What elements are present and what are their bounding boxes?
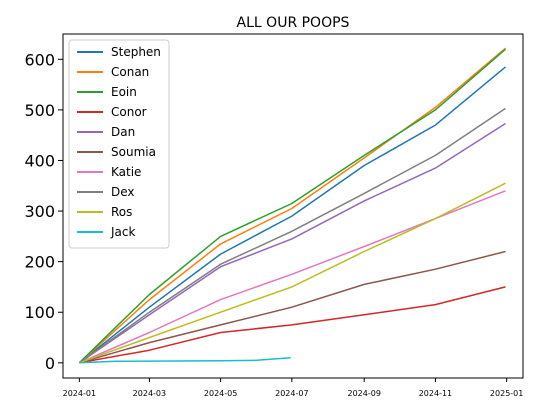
series-line-stephen <box>78 66 506 364</box>
series-line-dex <box>78 107 506 364</box>
series-line-jack <box>79 357 291 364</box>
legend-label: Jack <box>110 225 135 239</box>
x-tick-label: 2024-03 <box>133 389 166 398</box>
series-line-soumia <box>79 250 506 364</box>
series-line-eoin <box>78 48 506 364</box>
legend-label: Katie <box>111 165 141 179</box>
legend-label: Dex <box>111 185 135 199</box>
legend-label: Ros <box>111 205 132 219</box>
y-tick-label: 600 <box>24 50 55 69</box>
series-line-conor <box>79 286 506 364</box>
legend-label: Soumia <box>111 145 156 159</box>
y-tick-label: 0 <box>45 354 55 373</box>
x-tick-label: 2025-01 <box>490 389 523 398</box>
y-tick-label: 500 <box>24 101 55 120</box>
plot-lines <box>78 47 506 364</box>
series-line-ros <box>79 182 506 364</box>
y-tick-label: 400 <box>24 151 55 170</box>
series-line-conan <box>78 47 506 364</box>
legend: Stephen Conan Eoin Conor Dan Soumia Katie Dex Ro… <box>68 39 170 249</box>
legend-label: Conan <box>111 65 149 79</box>
plot-frame <box>62 33 524 379</box>
axis-ticks: 0 100 200 300 400 500 600 2024-01 2024-03 2024-05… <box>24 50 523 398</box>
legend-label: Conor <box>111 105 147 119</box>
x-tick-label: 2024-09 <box>347 389 380 398</box>
x-tick-label: 2024-01 <box>63 389 96 398</box>
y-tick-label: 300 <box>24 202 55 221</box>
y-tick-label: 100 <box>24 303 55 322</box>
x-tick-label: 2024-11 <box>419 389 452 398</box>
chart-title: ALL OUR POOPS <box>237 15 350 31</box>
legend-label: Dan <box>111 125 135 139</box>
x-tick-label: 2024-05 <box>204 389 237 398</box>
x-tick-label: 2024-07 <box>275 389 308 398</box>
legend-label: Stephen <box>111 45 161 59</box>
y-tick-label: 200 <box>24 253 55 272</box>
series-line-dan <box>78 122 506 364</box>
legend-label: Eoin <box>111 85 137 99</box>
